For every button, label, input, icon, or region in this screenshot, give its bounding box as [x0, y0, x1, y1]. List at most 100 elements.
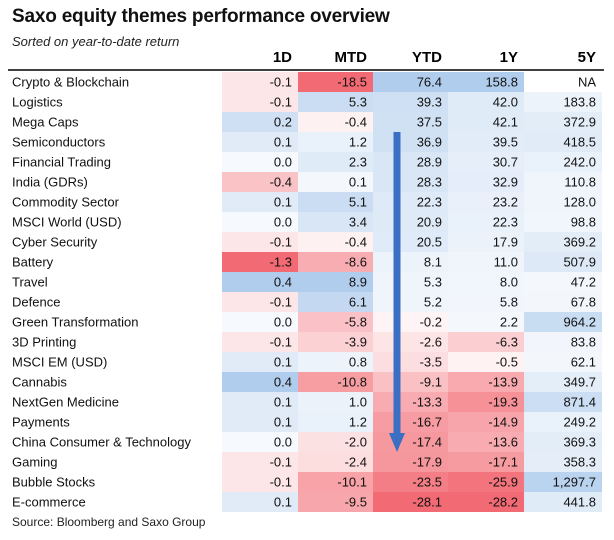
row-label: MSCI World (USD) [12, 215, 122, 230]
heatmap-cell [298, 312, 373, 332]
cell-value: 23.2 [493, 195, 518, 210]
cell-value: 372.9 [563, 115, 596, 130]
row-label: China Consumer & Technology [12, 435, 191, 450]
heatmap-cell [524, 292, 602, 312]
row-label: Logistics [12, 95, 63, 110]
cell-value: 0.1 [274, 355, 292, 370]
heatmap-cell [298, 232, 373, 252]
heatmap-cell [524, 412, 602, 432]
heatmap-cell [524, 192, 602, 212]
heatmap-cell [222, 312, 298, 332]
cell-value: 249.2 [563, 415, 596, 430]
cell-value: 6.1 [349, 295, 367, 310]
row-label: Defence [12, 295, 60, 310]
heatmap-cell [373, 392, 448, 412]
cell-value: 358.3 [563, 455, 596, 470]
heatmap-cell [524, 112, 602, 132]
cell-value: 11.0 [494, 255, 518, 270]
heatmap-cell [373, 192, 448, 212]
cell-value: 5.2 [424, 295, 442, 310]
cell-value: 5.1 [349, 195, 367, 210]
heatmap-cell [448, 152, 524, 172]
heatmap-cell [524, 352, 602, 372]
cell-value: 0.0 [274, 215, 292, 230]
heatmap-cell [373, 212, 448, 232]
row-label: NextGen Medicine [12, 395, 119, 410]
heatmap-cell [298, 332, 373, 352]
arrow-head [389, 433, 405, 452]
row-label: Payments [12, 415, 70, 430]
heatmap-cell [222, 432, 298, 452]
heatmap-cell [222, 172, 298, 192]
heatmap-cell [448, 492, 524, 512]
heatmap-cell [298, 452, 373, 472]
cell-value: -13.3 [412, 395, 442, 410]
heatmap-cell [298, 172, 373, 192]
heatmap-cell [222, 292, 298, 312]
heatmap-cell [524, 372, 602, 392]
row-label: Crypto & Blockchain [12, 75, 129, 90]
heatmap-cell [524, 132, 602, 152]
cell-value: 22.3 [493, 215, 518, 230]
row-label: Travel [12, 275, 48, 290]
heatmap-cell [524, 272, 602, 292]
cell-value: -3.5 [420, 355, 442, 370]
cell-value: 110.8 [564, 175, 596, 190]
cell-value: 0.0 [274, 315, 292, 330]
cell-value: 8.9 [349, 275, 367, 290]
cell-value: 507.9 [563, 255, 596, 270]
cell-value: 0.0 [274, 155, 292, 170]
heatmap-cell [298, 132, 373, 152]
cell-value: 39.3 [417, 95, 442, 110]
heatmap-cell [524, 332, 602, 352]
cell-value: 369.2 [563, 235, 596, 250]
heatmap-cell [298, 372, 373, 392]
heatmap-cell [373, 252, 448, 272]
cell-value: -28.1 [412, 495, 442, 510]
heatmap-cell [298, 192, 373, 212]
cell-value: 0.1 [274, 495, 292, 510]
heatmap-cell [448, 312, 524, 332]
cell-value: -0.2 [420, 315, 442, 330]
cell-value: -14.9 [488, 415, 518, 430]
row-label: Cannabis [12, 375, 67, 390]
cell-value: -2.4 [345, 455, 367, 470]
row-label: Green Transformation [12, 315, 138, 330]
row-label: Financial Trading [12, 155, 111, 170]
cell-value: 67.8 [571, 295, 596, 310]
cell-value: 42.1 [493, 115, 518, 130]
heatmap-cell [222, 352, 298, 372]
heatmap-cell [298, 112, 373, 132]
heatmap-cell [298, 352, 373, 372]
heatmap-cell [298, 72, 373, 92]
cell-value: 0.4 [274, 375, 292, 390]
row-label: 3D Printing [12, 335, 76, 350]
cell-value: 98.8 [571, 215, 596, 230]
cell-value: -0.1 [270, 335, 292, 350]
heatmap-cell [524, 492, 602, 512]
heatmap-cell [373, 152, 448, 172]
heatmap-cell [373, 92, 448, 112]
cell-value: 28.3 [417, 175, 442, 190]
heatmap-cell [222, 192, 298, 212]
heatmap-cell [448, 332, 524, 352]
column-header-mtd: MTD [335, 49, 368, 66]
chart-subtitle: Sorted on year-to-date return [12, 34, 180, 49]
cell-value: 5.3 [424, 275, 442, 290]
heatmap-cell [222, 492, 298, 512]
heatmap-cell [448, 232, 524, 252]
cell-value: 83.8 [571, 335, 596, 350]
heatmap-cell [448, 132, 524, 152]
cell-value: -23.5 [412, 475, 442, 490]
cell-value: 42.0 [493, 95, 518, 110]
heatmap-cell [524, 172, 602, 192]
heatmap-cell [298, 392, 373, 412]
heatmap-cell [448, 452, 524, 472]
cell-value: -9.1 [420, 375, 442, 390]
cell-value: -19.3 [488, 395, 518, 410]
cell-value: 39.5 [493, 135, 518, 150]
cell-value: 5.8 [500, 295, 518, 310]
heatmap-cell [298, 152, 373, 172]
heatmap-cell [524, 452, 602, 472]
cell-value: 47.2 [571, 275, 596, 290]
